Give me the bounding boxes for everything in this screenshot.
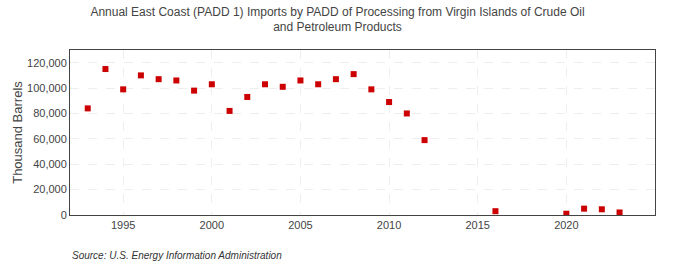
svg-text:0: 0 <box>61 209 67 221</box>
svg-text:1995: 1995 <box>111 219 135 231</box>
svg-text:80,000: 80,000 <box>33 107 67 119</box>
svg-text:Annual East Coast (PADD 1) Imp: Annual East Coast (PADD 1) Imports by PA… <box>90 5 584 35</box>
svg-text:Thousand Barrels: Thousand Barrels <box>10 81 25 184</box>
svg-text:100,000: 100,000 <box>27 82 67 94</box>
svg-text:2010: 2010 <box>377 219 401 231</box>
svg-text:20,000: 20,000 <box>33 183 67 195</box>
svg-text:2005: 2005 <box>288 219 312 231</box>
svg-text:60,000: 60,000 <box>33 133 67 145</box>
svg-text:2000: 2000 <box>200 219 224 231</box>
svg-text:Source: U.S. Energy Informatio: Source: U.S. Energy Information Administ… <box>72 250 282 261</box>
svg-text:2015: 2015 <box>465 219 489 231</box>
svg-text:40,000: 40,000 <box>33 158 67 170</box>
svg-text:120,000: 120,000 <box>27 57 67 69</box>
svg-text:2020: 2020 <box>554 219 578 231</box>
